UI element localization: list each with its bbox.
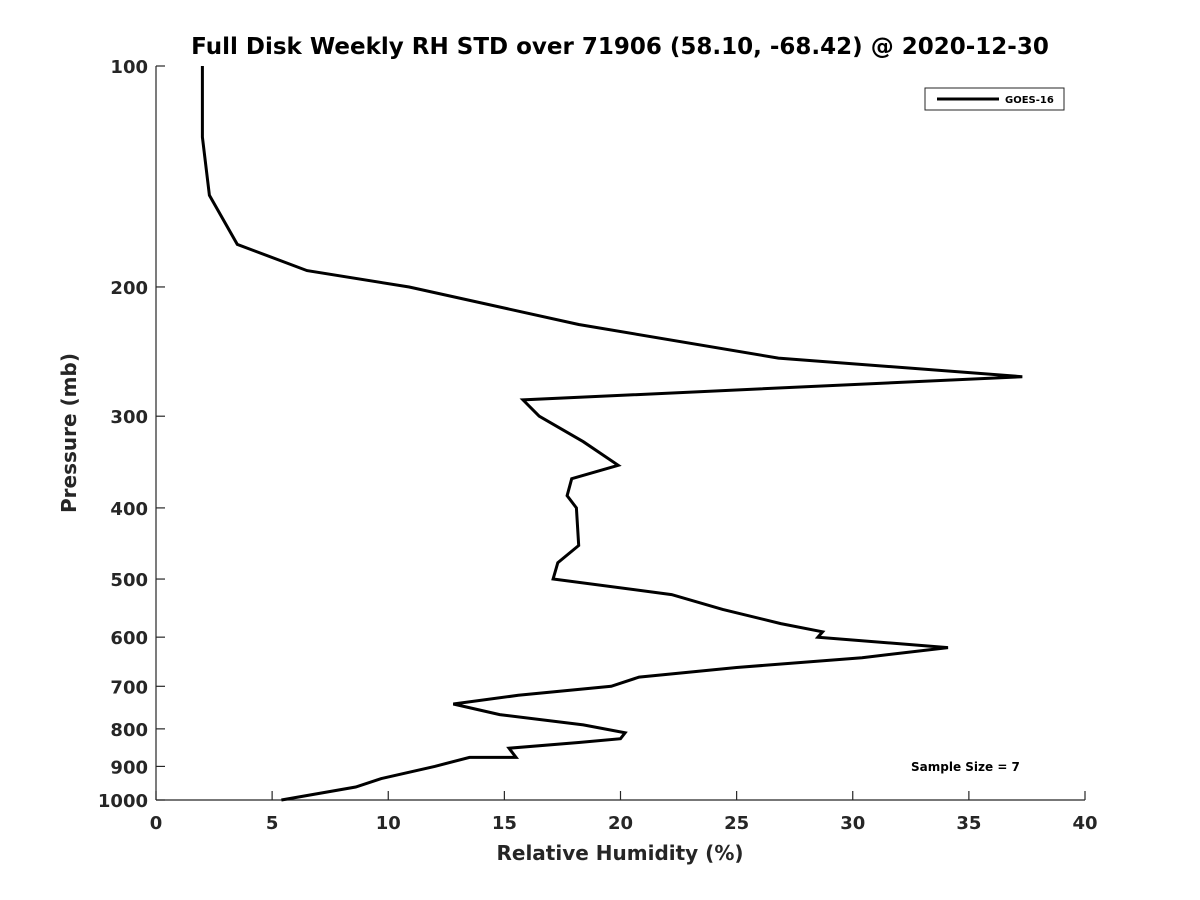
x-ticks: 0 5 10 15 20 25 30 35 40 xyxy=(150,791,1098,834)
x-tick-label: 5 xyxy=(266,813,279,834)
legend: GOES-16 xyxy=(924,87,1065,111)
x-tick-label: 25 xyxy=(724,813,749,834)
x-tick-label: 10 xyxy=(376,813,401,834)
x-tick-label: 15 xyxy=(492,813,517,834)
y-ticks: 100 200 300 400 500 600 700 800 900 1000 xyxy=(98,57,165,812)
sample-size-annotation: Sample Size = 7 xyxy=(911,760,1020,774)
x-tick-label: 35 xyxy=(956,813,981,834)
y-tick-label: 900 xyxy=(110,757,148,778)
y-tick-label: 400 xyxy=(110,499,148,520)
y-tick-label: 800 xyxy=(110,720,148,741)
y-tick-label: 700 xyxy=(110,677,148,698)
y-tick-label: 100 xyxy=(110,57,148,78)
x-tick-label: 0 xyxy=(150,813,163,834)
x-axis-label: Relative Humidity (%) xyxy=(496,841,743,865)
y-tick-label: 600 xyxy=(110,628,148,649)
x-tick-label: 30 xyxy=(840,813,865,834)
y-tick-label: 1000 xyxy=(98,791,148,812)
chart-title: Full Disk Weekly RH STD over 71906 (58.1… xyxy=(191,34,1049,60)
y-axis-label: Pressure (mb) xyxy=(57,353,81,513)
y-tick-label: 200 xyxy=(110,278,148,299)
x-tick-label: 40 xyxy=(1072,813,1097,834)
legend-label-goes-16: GOES-16 xyxy=(1005,95,1054,106)
y-tick-label: 500 xyxy=(110,570,148,591)
series-line-goes-16 xyxy=(200,66,1023,802)
x-tick-label: 20 xyxy=(608,813,633,834)
y-tick-label: 300 xyxy=(110,407,148,428)
